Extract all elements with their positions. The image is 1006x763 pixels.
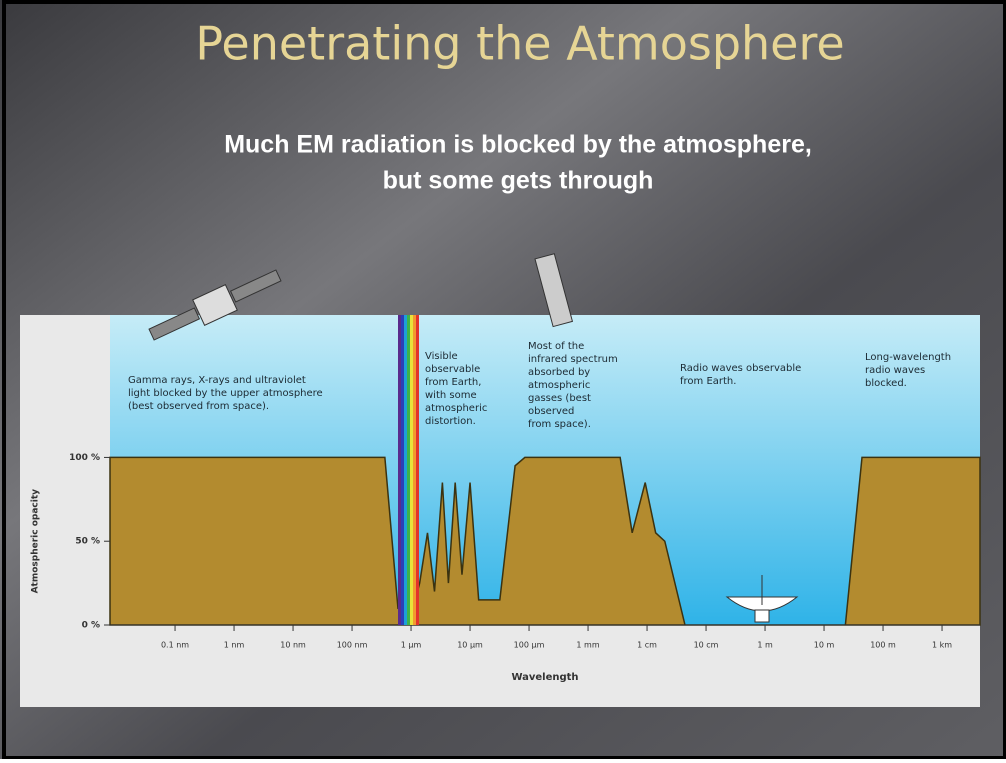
annotation: Most of the — [528, 341, 584, 352]
annotation: atmospheric — [528, 380, 590, 391]
x-tick-label: 10 nm — [280, 641, 306, 650]
y-axis-label: Atmospheric opacity — [31, 489, 41, 594]
x-tick-label: 100 nm — [337, 641, 368, 650]
annotation: distortion. — [425, 416, 476, 427]
annotation: observable — [425, 364, 480, 375]
x-tick-label: 1 m — [757, 641, 773, 650]
annotation: Visible — [425, 351, 458, 362]
x-tick-label: 10 μm — [457, 641, 483, 650]
annotation: Gamma rays, X-rays and ultraviolet — [128, 375, 306, 386]
annotation: infrared spectrum — [528, 354, 618, 365]
x-tick-label: 1 nm — [224, 641, 245, 650]
annotation: with some — [425, 390, 477, 401]
slide: Penetrating the Atmosphere Much EM radia… — [0, 0, 1006, 759]
annotation: observed — [528, 406, 574, 417]
y-tick-label: 0 % — [82, 621, 100, 631]
annotation: from Earth. — [680, 376, 736, 387]
x-tick-label: 1 μm — [401, 641, 422, 650]
x-tick-label: 1 mm — [576, 641, 599, 650]
y-tick-label: 100 % — [69, 453, 100, 463]
annotation: from Earth, — [425, 377, 481, 388]
annotation: radio waves — [865, 365, 925, 376]
x-tick-label: 10 cm — [694, 641, 719, 650]
annotation: absorbed by — [528, 367, 590, 378]
x-tick-label: 100 μm — [514, 641, 545, 650]
visible-band — [398, 315, 419, 625]
annotation: (best observed from space). — [128, 401, 269, 412]
annotation: gasses (best — [528, 393, 591, 404]
annotation: Long-wavelength — [865, 352, 951, 363]
annotation: light blocked by the upper atmosphere — [128, 388, 323, 399]
annotation: blocked. — [865, 378, 907, 389]
annotation: atmospheric — [425, 403, 487, 414]
subtitle: Much EM radiation is blocked by the atmo… — [224, 131, 812, 159]
x-tick-label: 10 m — [814, 641, 835, 650]
x-tick-label: 100 m — [870, 641, 896, 650]
x-tick-label: 1 cm — [637, 641, 657, 650]
y-tick-label: 50 % — [75, 537, 100, 547]
annotation: Radio waves observable — [680, 363, 801, 374]
title: Penetrating the Atmosphere — [195, 17, 844, 71]
subtitle: but some gets through — [383, 167, 654, 195]
annotation: from space). — [528, 419, 591, 430]
x-tick-label: 1 km — [932, 641, 952, 650]
x-axis-label: Wavelength — [511, 672, 578, 683]
x-tick-label: 0.1 nm — [161, 641, 189, 650]
